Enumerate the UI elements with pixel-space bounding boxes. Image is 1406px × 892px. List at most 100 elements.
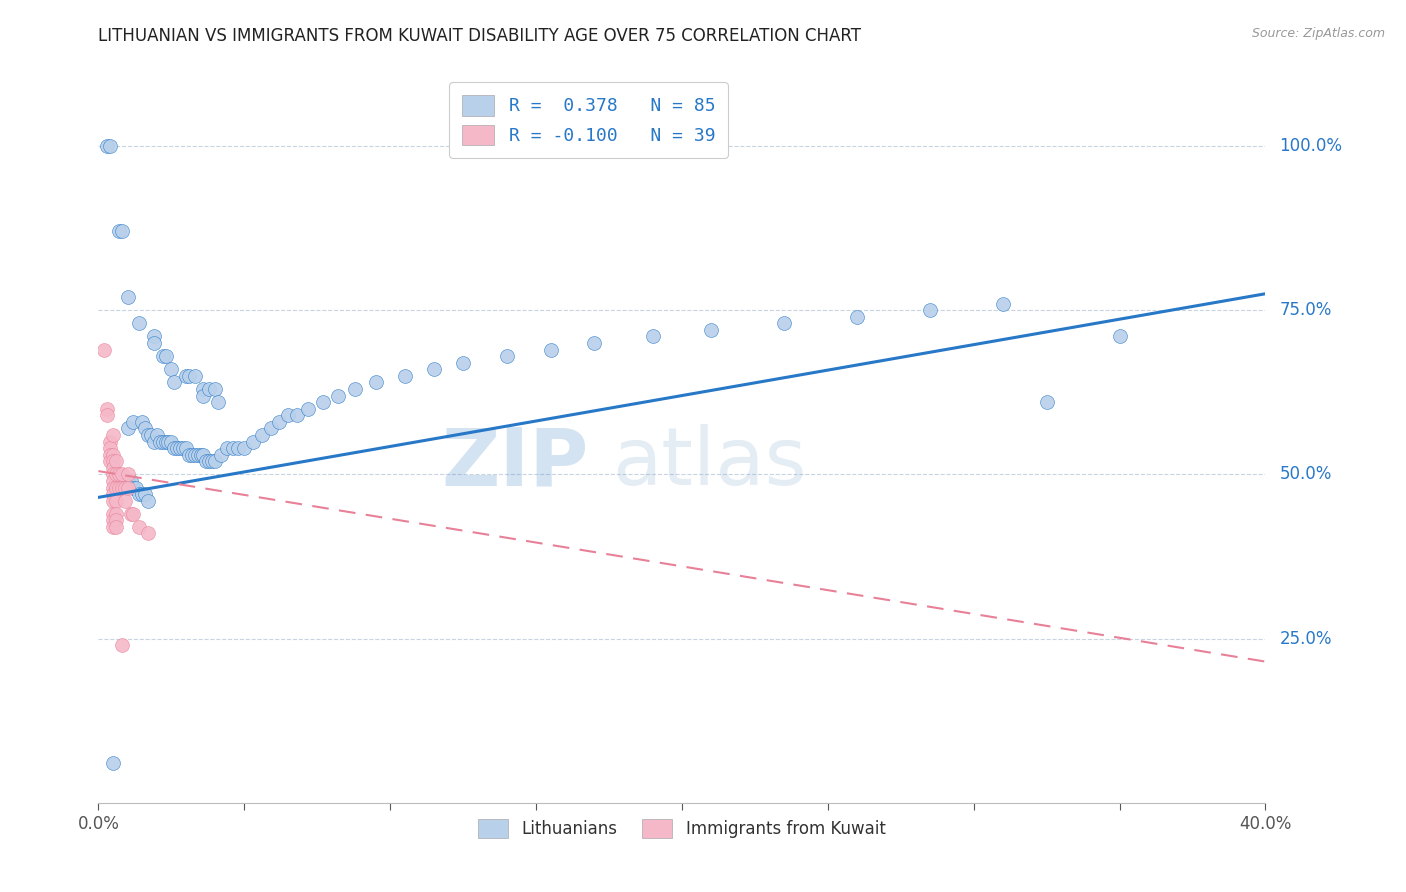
Text: Source: ZipAtlas.com: Source: ZipAtlas.com <box>1251 27 1385 40</box>
Text: 50.0%: 50.0% <box>1279 466 1331 483</box>
Point <box>169 441 191 455</box>
Point <box>117 474 139 488</box>
Point <box>177 368 200 383</box>
Point <box>183 368 205 383</box>
Point <box>198 382 221 396</box>
Point <box>128 316 150 330</box>
Point <box>423 362 446 376</box>
Point <box>108 481 131 495</box>
Point <box>846 310 869 324</box>
Text: 100.0%: 100.0% <box>1279 137 1343 155</box>
Text: 25.0%: 25.0% <box>1279 630 1331 648</box>
Text: ZIP: ZIP <box>441 425 589 502</box>
Point <box>108 467 131 482</box>
Point <box>242 434 264 449</box>
Point <box>101 507 124 521</box>
Point <box>641 329 664 343</box>
Point <box>157 434 180 449</box>
Point <box>163 441 186 455</box>
Text: 75.0%: 75.0% <box>1279 301 1331 319</box>
Point <box>204 454 226 468</box>
Point <box>98 139 121 153</box>
Point <box>344 382 367 396</box>
Point <box>174 368 197 383</box>
Point <box>204 382 226 396</box>
Point <box>96 401 118 416</box>
Point <box>96 409 118 423</box>
Point <box>394 368 416 383</box>
Point <box>98 448 121 462</box>
Point <box>104 513 127 527</box>
Point <box>269 415 291 429</box>
Point <box>117 421 139 435</box>
Point <box>221 441 243 455</box>
Point <box>114 493 136 508</box>
Point <box>111 481 134 495</box>
Point <box>193 448 215 462</box>
Point <box>160 362 183 376</box>
Point <box>96 139 118 153</box>
Point <box>155 434 177 449</box>
Point <box>122 415 145 429</box>
Point <box>139 428 162 442</box>
Point <box>98 434 121 449</box>
Point <box>101 428 124 442</box>
Point <box>174 441 197 455</box>
Point <box>142 434 165 449</box>
Point <box>195 454 218 468</box>
Point <box>228 441 250 455</box>
Point <box>131 415 153 429</box>
Point <box>101 487 124 501</box>
Point <box>198 454 221 468</box>
Point <box>991 296 1014 310</box>
Point <box>152 349 174 363</box>
Point <box>111 638 134 652</box>
Point <box>93 343 115 357</box>
Point <box>111 467 134 482</box>
Point <box>166 441 188 455</box>
Point <box>101 448 124 462</box>
Text: LITHUANIAN VS IMMIGRANTS FROM KUWAIT DISABILITY AGE OVER 75 CORRELATION CHART: LITHUANIAN VS IMMIGRANTS FROM KUWAIT DIS… <box>98 27 862 45</box>
Point <box>142 329 165 343</box>
Point <box>155 349 177 363</box>
Point <box>215 441 238 455</box>
Point <box>101 756 124 771</box>
Point <box>233 441 256 455</box>
Point <box>700 323 723 337</box>
Point <box>101 513 124 527</box>
Point <box>149 434 172 449</box>
Point <box>120 474 142 488</box>
Point <box>1035 395 1057 409</box>
Point <box>101 474 124 488</box>
Point <box>187 448 209 462</box>
Point <box>131 487 153 501</box>
Point <box>136 428 159 442</box>
Point <box>108 224 131 238</box>
Point <box>326 388 349 402</box>
Point <box>104 467 127 482</box>
Point <box>209 448 232 462</box>
Point <box>160 434 183 449</box>
Point <box>172 441 194 455</box>
Point <box>104 507 127 521</box>
Point <box>104 454 127 468</box>
Point <box>285 409 308 423</box>
Point <box>125 481 148 495</box>
Point <box>583 336 606 351</box>
Point <box>364 376 387 390</box>
Point <box>122 507 145 521</box>
Point <box>451 356 474 370</box>
Point <box>180 448 202 462</box>
Point <box>104 520 127 534</box>
Point <box>128 520 150 534</box>
Point <box>773 316 796 330</box>
Point <box>114 481 136 495</box>
Point <box>496 349 519 363</box>
Point <box>193 382 215 396</box>
Point <box>250 428 273 442</box>
Point <box>190 448 212 462</box>
Point <box>101 467 124 482</box>
Point <box>297 401 319 416</box>
Point <box>540 343 562 357</box>
Point <box>98 441 121 455</box>
